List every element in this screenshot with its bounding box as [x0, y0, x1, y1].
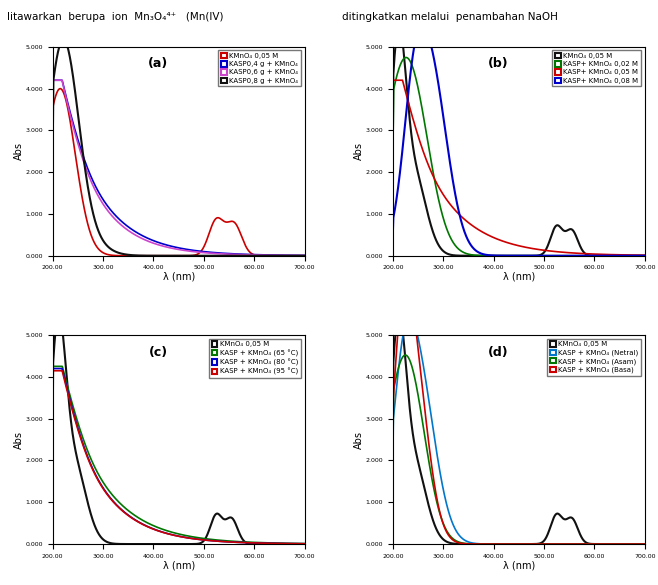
- Text: (a): (a): [148, 57, 168, 70]
- Legend: KMnO₄ 0,05 M, KASP + KMnO₄ (65 °C), KASP + KMnO₄ (80 °C), KASP + KMnO₄ (95 °C): KMnO₄ 0,05 M, KASP + KMnO₄ (65 °C), KASP…: [209, 339, 301, 378]
- Text: ditingkatkan melalui  penambahan NaOH: ditingkatkan melalui penambahan NaOH: [342, 12, 558, 22]
- Y-axis label: Abs: Abs: [14, 142, 24, 160]
- Text: litawarkan  berupa  ion  Mn₃O₄⁴⁺   (Mn(IV): litawarkan berupa ion Mn₃O₄⁴⁺ (Mn(IV): [7, 12, 223, 22]
- Y-axis label: Abs: Abs: [354, 431, 364, 449]
- Legend: KMnO₄ 0,05 M, KASP0,4 g + KMnO₄, KASP0,6 g + KMnO₄, KASP0,8 g + KMnO₄: KMnO₄ 0,05 M, KASP0,4 g + KMnO₄, KASP0,6…: [218, 50, 301, 87]
- X-axis label: λ (nm): λ (nm): [163, 272, 195, 282]
- Legend: KMnO₄ 0,05 M, KASP+ KMnO₄ 0,02 M, KASP+ KMnO₄ 0,05 M, KASP+ KMnO₄ 0,08 M: KMnO₄ 0,05 M, KASP+ KMnO₄ 0,02 M, KASP+ …: [552, 50, 642, 87]
- Text: (b): (b): [488, 57, 509, 70]
- X-axis label: λ (nm): λ (nm): [503, 272, 535, 282]
- Text: (d): (d): [488, 346, 509, 359]
- Text: (c): (c): [149, 346, 168, 359]
- Y-axis label: Abs: Abs: [354, 142, 364, 160]
- X-axis label: λ (nm): λ (nm): [503, 560, 535, 570]
- Y-axis label: Abs: Abs: [14, 431, 24, 449]
- X-axis label: λ (nm): λ (nm): [163, 560, 195, 570]
- Legend: KMnO₄ 0,05 M, KASP + KMnO₄ (Netral), KASP + KMnO₄ (Asam), KASP + KMnO₄ (Basa): KMnO₄ 0,05 M, KASP + KMnO₄ (Netral), KAS…: [547, 339, 642, 376]
